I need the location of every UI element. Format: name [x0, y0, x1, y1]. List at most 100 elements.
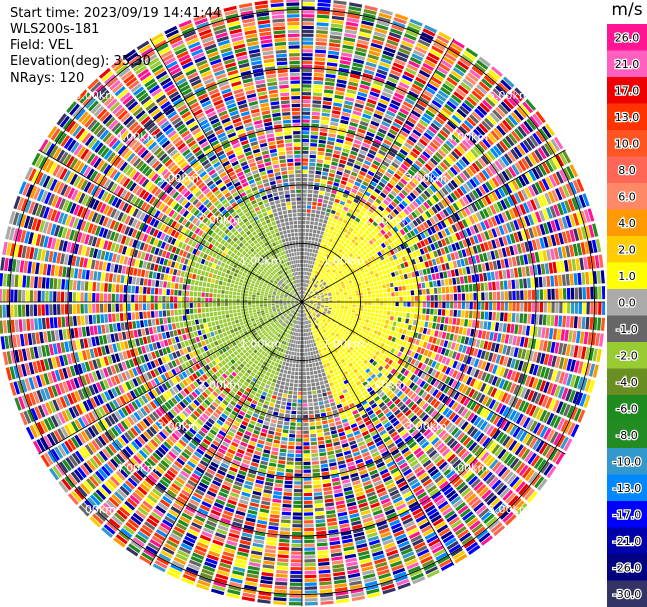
velocity-gate	[541, 162, 551, 174]
velocity-gate	[408, 214, 415, 221]
velocity-gate	[448, 137, 458, 147]
velocity-gate	[313, 366, 317, 371]
velocity-gate	[477, 330, 483, 339]
velocity-gate	[322, 203, 328, 208]
velocity-gate	[299, 325, 301, 329]
velocity-gate	[426, 83, 438, 92]
velocity-gate	[502, 76, 515, 88]
velocity-gate	[400, 323, 405, 329]
velocity-gate	[290, 563, 302, 567]
velocity-gate	[302, 387, 307, 391]
velocity-gate	[480, 155, 490, 165]
velocity-gate	[352, 185, 359, 191]
velocity-gate	[540, 263, 546, 275]
velocity-gate	[398, 286, 402, 291]
velocity-gate	[313, 484, 322, 489]
velocity-gate	[567, 302, 571, 314]
velocity-gate	[504, 291, 508, 301]
velocity-gate	[535, 211, 542, 223]
velocity-gate	[432, 215, 440, 223]
velocity-gate	[384, 185, 392, 193]
velocity-gate	[333, 298, 337, 301]
velocity-gate	[425, 315, 430, 321]
velocity-gate	[400, 211, 407, 218]
velocity-gate	[309, 426, 316, 430]
velocity-gate	[307, 391, 312, 395]
velocity-gate	[434, 302, 438, 308]
velocity-gate	[460, 318, 465, 326]
velocity-gate	[360, 262, 366, 267]
velocity-gate	[559, 169, 568, 183]
velocity-gate	[439, 161, 448, 171]
velocity-gate	[409, 230, 416, 237]
velocity-gate	[319, 589, 333, 594]
velocity-gate	[322, 479, 331, 484]
velocity-gate	[372, 35, 385, 42]
velocity-gate	[367, 153, 375, 159]
velocity-gate	[442, 143, 452, 152]
velocity-gate	[496, 125, 506, 136]
velocity-gate	[286, 457, 294, 461]
velocity-gate	[406, 313, 410, 318]
velocity-gate	[341, 268, 346, 272]
velocity-gate	[355, 194, 362, 201]
velocity-gate	[504, 168, 513, 180]
velocity-gate	[374, 285, 379, 290]
velocity-gate	[333, 277, 338, 281]
velocity-gate	[419, 223, 426, 231]
velocity-gate	[289, 582, 302, 586]
velocity-gate	[324, 498, 334, 503]
velocity-gate	[377, 281, 382, 286]
velocity-gate	[415, 302, 419, 307]
velocity-gate	[395, 291, 399, 297]
velocity-gate	[332, 296, 337, 299]
velocity-gate	[357, 272, 362, 277]
velocity-gate	[312, 261, 315, 265]
velocity-gate	[298, 340, 300, 345]
velocity-gate	[381, 319, 386, 324]
velocity-gate	[311, 449, 318, 454]
velocity-gate	[461, 156, 470, 166]
velocity-gate	[363, 288, 367, 292]
velocity-gate	[333, 284, 337, 288]
velocity-gate	[359, 241, 365, 247]
velocity-gate	[304, 559, 316, 563]
velocity-gate	[329, 466, 338, 471]
velocity-gate	[564, 329, 569, 342]
velocity-gate	[427, 144, 436, 153]
velocity-gate	[377, 195, 384, 202]
velocity-gate	[498, 322, 503, 332]
velocity-gate	[376, 106, 386, 113]
velocity-gate	[572, 180, 581, 194]
velocity-gate	[445, 156, 454, 165]
velocity-gate	[440, 279, 445, 286]
velocity-gate	[500, 155, 510, 167]
velocity-gate	[284, 484, 293, 489]
velocity-gate	[294, 485, 302, 489]
velocity-gate	[441, 263, 446, 271]
velocity-gate	[326, 447, 334, 452]
velocity-gate	[333, 245, 338, 250]
velocity-gate	[303, 279, 305, 283]
velocity-gate	[409, 180, 417, 188]
velocity-gate	[319, 381, 324, 386]
velocity-gate	[315, 234, 320, 238]
velocity-gate	[319, 577, 332, 582]
velocity-gate	[387, 306, 391, 311]
velocity-gate	[495, 174, 503, 186]
velocity-gate	[578, 302, 583, 314]
velocity-gate	[318, 377, 323, 382]
velocity-gate	[420, 93, 432, 102]
velocity-gate	[366, 284, 370, 288]
velocity-gate	[390, 287, 395, 292]
velocity-gate	[403, 261, 409, 268]
velocity-gate	[346, 161, 354, 167]
velocity-gate	[430, 329, 435, 336]
velocity-gate	[260, 575, 274, 581]
velocity-gate	[384, 217, 391, 223]
velocity-gate	[378, 261, 383, 267]
velocity-gate	[302, 344, 305, 349]
velocity-gate	[327, 291, 331, 294]
velocity-gate	[315, 214, 320, 218]
velocity-gate	[317, 433, 324, 437]
